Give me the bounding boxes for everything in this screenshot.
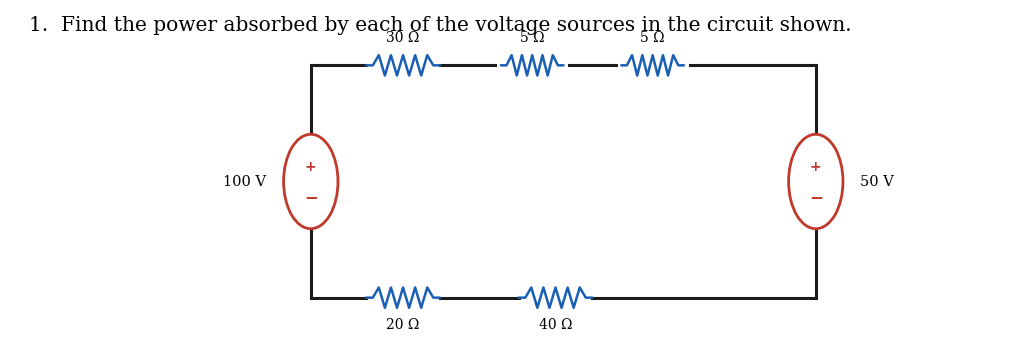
Text: +: + xyxy=(305,160,316,174)
Text: 5 Ω: 5 Ω xyxy=(520,31,545,45)
Text: −: − xyxy=(809,188,822,205)
Text: −: − xyxy=(304,188,317,205)
Text: 100 V: 100 V xyxy=(223,175,266,188)
Text: 50 V: 50 V xyxy=(860,175,894,188)
Text: 40 Ω: 40 Ω xyxy=(539,318,572,332)
Ellipse shape xyxy=(284,134,338,229)
Text: 1.  Find the power absorbed by each of the voltage sources in the circuit shown.: 1. Find the power absorbed by each of th… xyxy=(29,16,852,35)
Text: 30 Ω: 30 Ω xyxy=(386,31,420,45)
Text: +: + xyxy=(810,160,821,174)
Text: 20 Ω: 20 Ω xyxy=(386,318,420,332)
Ellipse shape xyxy=(788,134,843,229)
Text: 5 Ω: 5 Ω xyxy=(640,31,665,45)
